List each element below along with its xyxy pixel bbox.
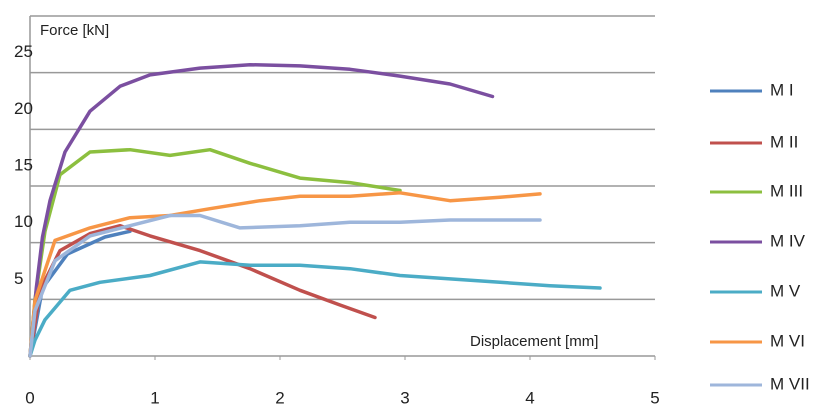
legend-label: M I bbox=[770, 80, 794, 99]
series-line bbox=[28, 229, 132, 358]
legend-label: M VI bbox=[770, 331, 805, 350]
legend-label: M II bbox=[770, 132, 798, 151]
series-line bbox=[28, 62, 495, 358]
x-tick-label: 1 bbox=[150, 388, 159, 407]
series-line bbox=[28, 213, 542, 358]
series-line bbox=[28, 147, 402, 358]
y-tick-label: 25 bbox=[14, 42, 33, 61]
y-axis-title: Force [kN] bbox=[40, 22, 109, 39]
legend-label: M V bbox=[770, 281, 801, 300]
x-tick-label: 5 bbox=[650, 388, 659, 407]
legend-label: M IV bbox=[770, 231, 806, 250]
x-axis-title: Displacement [mm] bbox=[470, 333, 598, 350]
legend-label: M VII bbox=[770, 374, 810, 393]
x-tick-label: 3 bbox=[400, 388, 409, 407]
y-tick-label: 20 bbox=[14, 99, 33, 118]
y-tick-label: 5 bbox=[14, 269, 23, 288]
y-tick-label: 15 bbox=[14, 155, 33, 174]
x-tick-label: 0 bbox=[25, 388, 34, 407]
x-tick-label: 4 bbox=[525, 388, 534, 407]
x-tick-label: 2 bbox=[275, 388, 284, 407]
series-line bbox=[28, 191, 542, 358]
series-line bbox=[28, 260, 602, 358]
series-line bbox=[28, 223, 377, 358]
legend-label: M III bbox=[770, 181, 803, 200]
y-tick-label: 10 bbox=[14, 212, 33, 231]
